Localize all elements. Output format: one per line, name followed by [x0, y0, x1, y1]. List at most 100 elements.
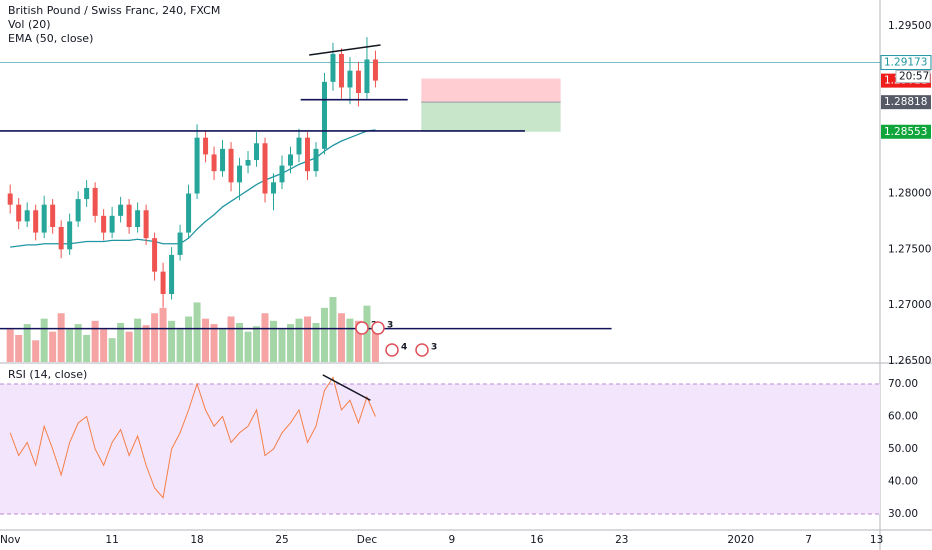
stop-zone: [421, 78, 561, 103]
volume-bar: [23, 324, 31, 362]
candle-body: [271, 182, 277, 194]
volume-bar: [15, 334, 23, 362]
marks: 70.00 60.00 50.00 40.00 30.00 1.29500 1.28000 1…: [0, 20, 932, 546]
candle-body: [135, 210, 141, 228]
rsi-band: [0, 383, 880, 515]
volume-bar: [210, 324, 218, 362]
candle-body: [126, 204, 132, 228]
volume-bar: [329, 297, 337, 362]
candle-body: [347, 70, 353, 88]
countdown: 20:57: [899, 71, 929, 83]
volume-bar: [287, 324, 295, 362]
candle-body: [194, 137, 200, 194]
candle-body: [41, 204, 47, 233]
x-tick-label: 2020: [727, 534, 754, 546]
volume-bar: [117, 323, 125, 362]
y-tick-label: 1.27000: [888, 299, 931, 311]
x-tick-label: 11: [105, 534, 118, 546]
y-tick-label: 1.27500: [888, 243, 931, 255]
event-icon: [355, 321, 369, 335]
candle-body: [372, 59, 378, 81]
rsi-tick-label: 50.00: [888, 443, 918, 455]
rsi-label: RSI (14, close): [8, 368, 87, 381]
candle-body: [58, 227, 64, 250]
volume-bar: [363, 305, 371, 362]
candle-body: [254, 143, 260, 161]
volume-bar: [100, 329, 108, 362]
price-label-bg: [881, 95, 931, 110]
candle-body: [364, 59, 370, 94]
volume-bar: [49, 331, 57, 362]
rsi-tick-label: 60.00: [888, 410, 918, 422]
volume-bar: [261, 313, 269, 362]
volume-bar: [270, 320, 278, 362]
volume-label: Vol (20): [8, 18, 51, 31]
volume-bar: [236, 323, 244, 362]
volume-bar: [253, 326, 261, 362]
candle-body: [50, 204, 56, 228]
candle-body: [211, 154, 217, 172]
event-count: 3: [387, 321, 393, 331]
volume-bar: [244, 331, 252, 362]
candle-body: [228, 148, 234, 183]
x-tick-label: 7: [805, 534, 812, 546]
y-tick-label: 1.26500: [888, 355, 931, 367]
x-tick-label: 13: [870, 534, 883, 546]
x-tick-label: Dec: [357, 534, 378, 546]
countdown-bg: [895, 70, 931, 84]
candle-body: [177, 232, 183, 255]
volume-bar: [159, 307, 167, 362]
y-tick-label: 1.29500: [888, 20, 931, 32]
candle-body: [160, 271, 166, 294]
volume-bar: [125, 331, 133, 362]
volume-bar: [66, 329, 74, 362]
rsi-tick-label: 70.00: [888, 378, 918, 390]
candle-body: [118, 204, 124, 216]
price-label-bg: [880, 55, 932, 71]
rsi-trend-line: [322, 374, 371, 401]
candle-body: [75, 199, 81, 222]
volume-bar: [6, 329, 14, 362]
volume-bar: [151, 313, 159, 362]
x-tick-label: 25: [275, 534, 288, 546]
candle-body: [288, 154, 294, 166]
volume-bar: [32, 340, 40, 362]
candle-body: [279, 165, 285, 183]
event-icon: [415, 343, 429, 357]
volume-bar: [57, 313, 65, 362]
volume-bar: [83, 334, 91, 362]
candle-body: [186, 193, 192, 233]
target-zone: [421, 102, 561, 132]
volume-bar: [295, 318, 303, 362]
candle-body: [330, 53, 336, 82]
volume-bar: [108, 338, 116, 362]
candle-body: [16, 204, 22, 222]
candle-body: [220, 148, 226, 172]
candle-body: [109, 215, 115, 233]
event-icon: [385, 343, 399, 357]
volume-bar: [168, 320, 176, 362]
candle-body: [203, 137, 209, 155]
volume-bar: [371, 329, 379, 362]
rsi-line: [9, 376, 376, 499]
candle-body: [237, 165, 243, 183]
candle-body: [84, 187, 90, 200]
x-tick-label: 18: [190, 534, 203, 546]
volume-bar: [202, 318, 210, 362]
volume-bar: [40, 318, 48, 362]
x-tick-label: 9: [449, 534, 456, 546]
volume-bar: [219, 329, 227, 362]
candle-body: [152, 238, 158, 272]
event-icon: [371, 321, 385, 335]
price-label: 1.28553: [884, 126, 927, 138]
candle-body: [296, 137, 302, 155]
x-tick-label: 23: [615, 534, 628, 546]
candle-body: [321, 81, 327, 149]
volume-bar: [337, 313, 345, 362]
volume-bar: [134, 318, 142, 362]
candle-body: [92, 187, 98, 216]
volume-bar: [227, 316, 235, 362]
candle-body: [262, 143, 268, 194]
candle-body: [101, 215, 107, 233]
